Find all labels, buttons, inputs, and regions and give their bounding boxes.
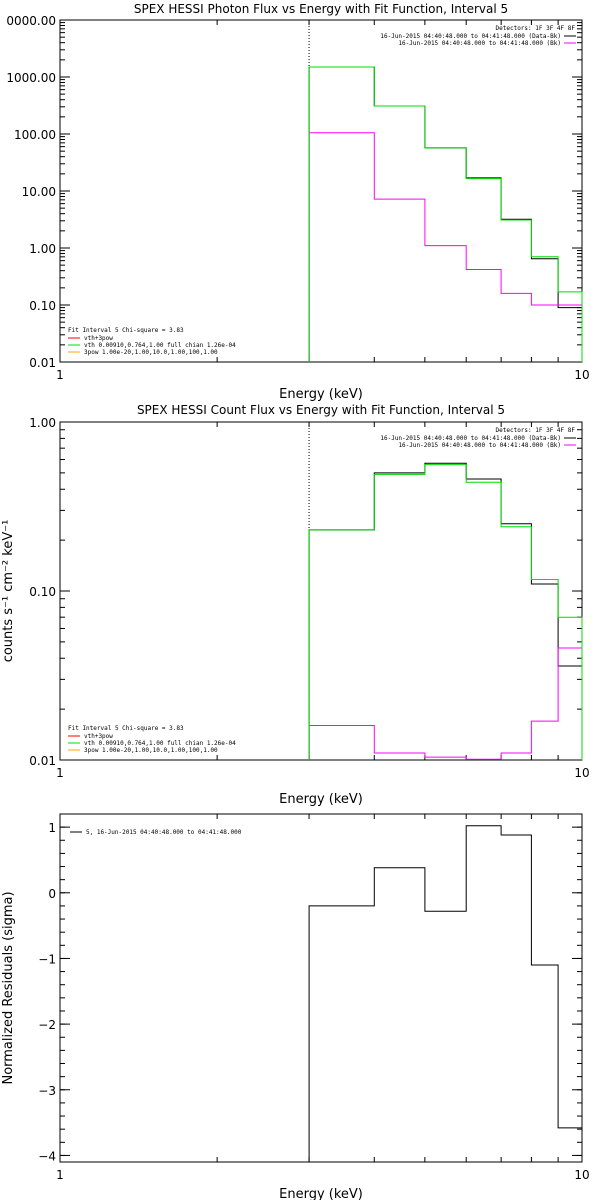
x-tick-label: 1 (56, 766, 64, 780)
legend-entry: 16-Jun-2015 04:40:48.000 to 04:41:48.000… (380, 33, 561, 40)
x-tick-label: 10 (574, 368, 589, 382)
y-tick-label: 10.00 (22, 185, 56, 199)
y-tick-label: 1.00 (29, 242, 56, 256)
legend-entry: vth 0.00910,0.764,1.00 full chian 1.26e-… (84, 740, 236, 747)
x-tick-label: 10 (574, 766, 589, 780)
y-tick-label: −3 (38, 1084, 56, 1098)
legend-fit-header: Fit Interval 5 Chi-square = 3.83 (68, 327, 184, 334)
series-line-2-0 (308, 825, 583, 1162)
plot-frame-2 (59, 813, 583, 1163)
legend-detectors: Detectors: 1F 3F 4F 8F (496, 25, 576, 32)
y-tick-label: 0 (48, 887, 56, 901)
series-line-1-1 (308, 647, 583, 760)
series-line-1-2 (308, 464, 583, 760)
y-tick-label: −1 (38, 952, 56, 966)
y-tick-label: −4 (38, 1149, 56, 1163)
y-tick-label: 0.10 (29, 585, 56, 599)
y-tick-label: 0.01 (29, 356, 56, 370)
series-line-0-0 (308, 66, 583, 362)
legend-entry: vth 0.00910,0.764,1.00 full chian 1.26e-… (84, 342, 236, 349)
x-axis-label-1: Energy (keV) (279, 792, 363, 807)
legend-entry: 5, 16-Jun-2015 04:40:48.000 to 04:41:48.… (86, 829, 242, 836)
legend-entry: vth+3pow (84, 335, 113, 342)
legend-entry: 16-Jun-2015 04:40:48.000 to 04:41:48.000… (398, 442, 561, 449)
plot-frame-1 (59, 421, 583, 761)
y-tick-label: −2 (38, 1018, 56, 1032)
legend-entry: 16-Jun-2015 04:40:48.000 to 04:41:48.000… (398, 40, 561, 47)
legend-entry: 16-Jun-2015 04:40:48.000 to 04:41:48.000… (380, 435, 561, 442)
x-tick-label: 1 (56, 368, 64, 382)
y-tick-label: 1 (48, 821, 56, 835)
series-line-0-2 (308, 66, 583, 362)
y-tick-label: 0000.00 (6, 14, 56, 28)
plot-frame-0 (59, 19, 583, 363)
chart-title-0: SPEX HESSI Photon Flux vs Energy with Fi… (134, 2, 508, 16)
legend-detectors: Detectors: 1F 3F 4F 8F (496, 427, 576, 434)
x-tick-label: 1 (56, 1168, 64, 1182)
x-tick-label: 10 (574, 1168, 589, 1182)
legend-fit-header: Fit Interval 5 Chi-square = 3.83 (68, 725, 184, 732)
y-tick-label: 1000.00 (6, 71, 56, 85)
series-line-0-1 (308, 132, 583, 362)
series-line-1-0 (308, 462, 583, 760)
y-tick-label: 1.00 (29, 416, 56, 430)
legend-entry: vth+3pow (84, 733, 113, 740)
y-axis-label-2: Normalized Residuals (sigma) (1, 891, 16, 1084)
legend-entry: 3pow 1.00e-20,1.00,10.0,1.00,100,1.00 (84, 349, 218, 356)
y-axis-label-1: counts s⁻¹ cm⁻² keV⁻¹ (1, 520, 16, 663)
y-tick-label: 100.00 (14, 128, 56, 142)
y-tick-label: 0.10 (29, 299, 56, 313)
chart-title-1: SPEX HESSI Count Flux vs Energy with Fit… (137, 403, 505, 417)
legend-entry: 3pow 1.00e-20,1.00,10.0,1.00,100,1.00 (84, 747, 218, 754)
x-axis-label-0: Energy (keV) (279, 387, 363, 402)
y-tick-label: 0.01 (29, 754, 56, 768)
x-axis-label-2: Energy (keV) (279, 1187, 363, 1200)
